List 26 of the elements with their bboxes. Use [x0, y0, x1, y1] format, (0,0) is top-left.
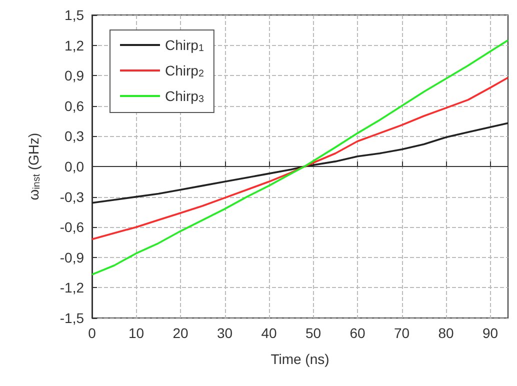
y-tick-label: -1,5	[60, 310, 84, 326]
x-tick-label: 0	[88, 325, 96, 341]
y-tick-label: 1,2	[64, 37, 84, 54]
y-tick-label: 0,6	[64, 98, 84, 114]
x-tick-label: 70	[394, 325, 410, 341]
x-tick-label: 10	[128, 325, 144, 341]
x-axis-title: Time (ns)	[270, 351, 330, 367]
x-tick-label: 80	[438, 325, 454, 341]
x-tick-label: 60	[350, 325, 366, 341]
y-axis-title: ωinst (GHz)	[26, 132, 42, 200]
y-tick-label: 0,9	[64, 68, 84, 84]
y-tick-label: -0,9	[60, 249, 84, 266]
line-series	[91, 39, 509, 276]
x-tick-label: 30	[216, 325, 233, 341]
y-tick-label: -1,2	[60, 280, 84, 296]
y-tick-label: 0,0	[64, 158, 84, 174]
line-series	[91, 122, 509, 204]
y-tick-label: 0,3	[64, 128, 84, 144]
x-tick-label: 90	[482, 325, 498, 341]
y-tick-label: -0,6	[60, 219, 84, 236]
x-tick-label: 20	[172, 325, 189, 341]
x-tick-label: 50	[305, 325, 322, 341]
x-tick-label: 40	[261, 325, 278, 341]
line-series	[91, 76, 509, 240]
y-tick-label: 1,5	[64, 7, 84, 23]
y-tick-label: -0,3	[60, 188, 84, 205]
